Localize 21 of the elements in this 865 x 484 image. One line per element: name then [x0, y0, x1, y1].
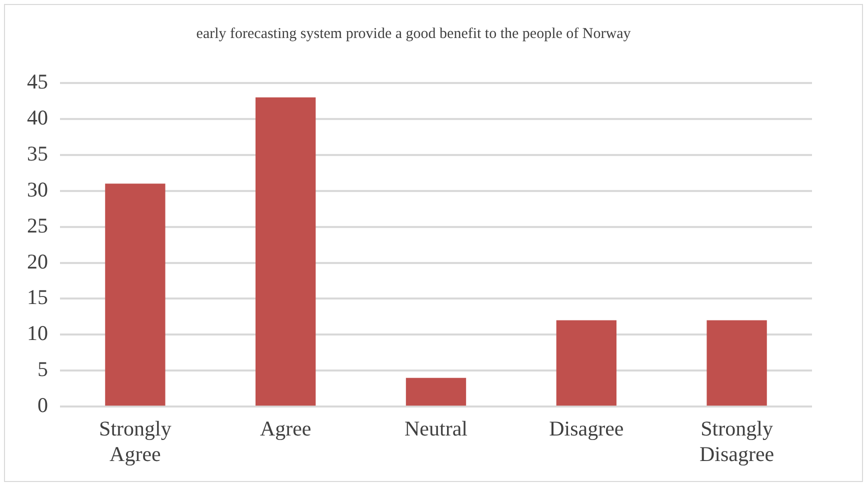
y-tick-label: 25: [27, 213, 48, 238]
y-tick-label: 30: [27, 177, 48, 202]
y-tick-label: 40: [27, 105, 48, 130]
x-tick-label: Neutral: [404, 416, 468, 441]
y-tick-label: 35: [27, 141, 48, 166]
y-tick-label: 5: [38, 357, 48, 382]
y-tick-label: 20: [27, 249, 48, 274]
y-tick-label: 15: [27, 285, 48, 310]
chart-title: early forecasting system provide a good benefit to the people of Norway: [196, 26, 632, 42]
x-tick-label: Disagree: [549, 416, 624, 441]
x-tick-label: Agree: [260, 416, 312, 441]
x-tick-label: Strongly Disagree: [699, 416, 774, 466]
bar: [105, 184, 166, 406]
bar: [406, 378, 466, 406]
y-tick-label: 45: [27, 70, 48, 94]
bar: [706, 320, 767, 406]
bar: [556, 320, 616, 406]
y-tick-label: 0: [38, 393, 48, 418]
bar: [256, 97, 316, 406]
x-tick-label: Strongly Agree: [99, 416, 172, 466]
y-tick-label: 10: [27, 321, 48, 346]
